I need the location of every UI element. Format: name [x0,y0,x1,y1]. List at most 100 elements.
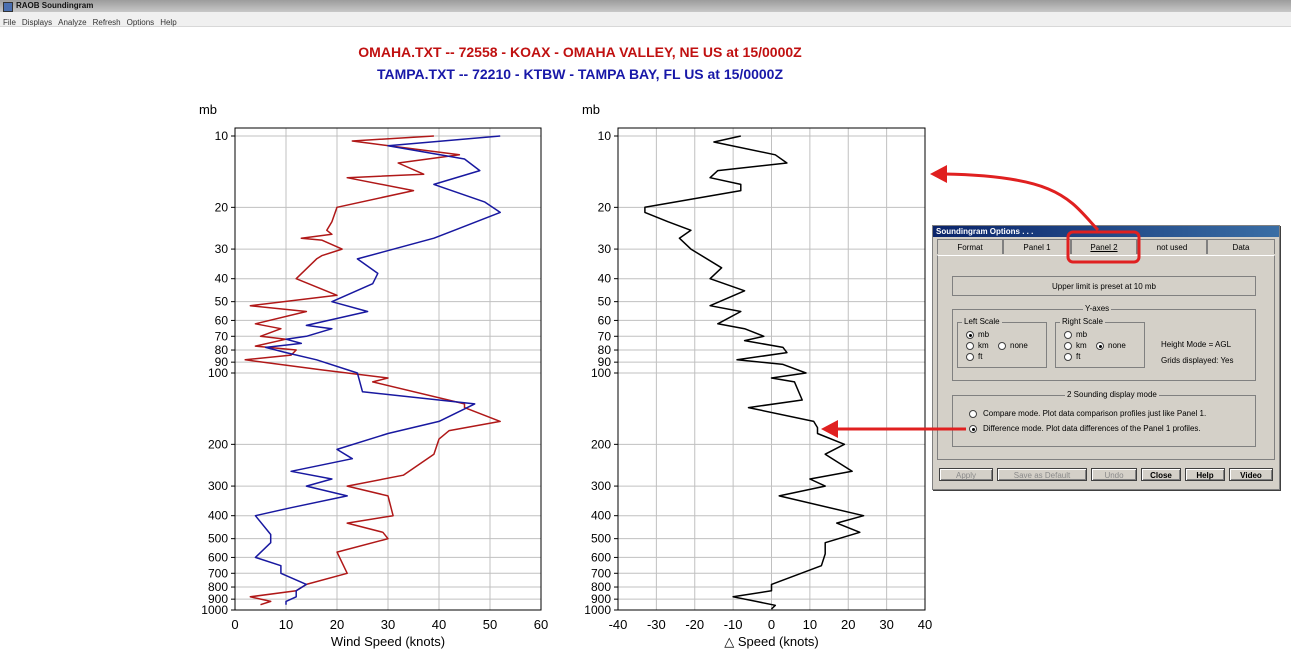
right-scale-group: Right Scale mb km none ft [1055,317,1145,368]
y-axis-label: mb [582,102,600,117]
apply-button[interactable]: Apply [939,468,993,481]
y-tick-label: 600 [591,550,611,564]
x-tick-label: 10 [803,617,817,632]
left-scale-ft-label: ft [978,352,983,361]
y-tick-label: 100 [591,366,611,380]
display-mode-group: 2 Sounding display mode Compare mode. Pl… [952,390,1256,447]
undo-button[interactable]: Undo [1091,468,1137,481]
y-tick-label: 60 [598,313,612,327]
menu-analyze[interactable]: Analyze [58,18,87,27]
y-axes-title: Y-axes [1083,304,1112,313]
y-tick-label: 70 [215,329,229,343]
y-tick-label: 50 [215,295,229,309]
right-scale-ft-label: ft [1076,352,1081,361]
y-tick-label: 400 [591,509,611,523]
menu-displays[interactable]: Displays [21,18,53,27]
y-tick-label: 10 [598,129,612,143]
right-scale-mb-label: mb [1076,330,1088,339]
y-tick-label: 20 [215,200,229,214]
x-axis-label: Wind Speed (knots) [331,634,445,649]
plot-frame [234,127,542,611]
y-tick-label: 400 [208,509,228,523]
help-button[interactable]: Help [1185,468,1225,481]
y-tick-label: 900 [208,592,228,606]
menu-refresh[interactable]: Refresh [92,18,121,27]
x-tick-label: 0 [768,617,775,632]
app-icon [3,2,13,12]
left-scale-ft-radio[interactable] [966,353,974,361]
x-tick-label: 60 [534,617,548,632]
left-scale-km-label: km [978,341,989,350]
y-tick-label: 1000 [201,603,228,617]
soundingram-options-dialog: Soundingram Options . . . Format Panel 1… [932,225,1280,490]
y-tick-label: 800 [208,580,228,594]
x-tick-label: 30 [381,617,395,632]
y-tick-label: 80 [598,343,612,357]
y-tick-label: 40 [598,272,612,286]
tab-panel-2[interactable]: Panel 2 [1071,239,1137,254]
panel-2-tab-content: Upper limit is preset at 10 mb Y-axes Le… [937,255,1275,460]
y-tick-label: 70 [598,329,612,343]
menu-help[interactable]: Help [160,18,177,27]
tab-data[interactable]: Data [1207,239,1275,254]
menu-options[interactable]: Options [126,18,155,27]
y-tick-label: 30 [215,242,229,256]
display-mode-title: 2 Sounding display mode [1065,390,1159,399]
left-scale-none-radio[interactable] [998,342,1006,350]
x-tick-label: -10 [724,617,743,632]
x-tick-label: 20 [841,617,855,632]
left-scale-km-radio[interactable] [966,342,974,350]
window-title: RAOB Soundingram [16,1,94,10]
y-tick-label: 300 [208,479,228,493]
right-scale-km-radio[interactable] [1064,342,1072,350]
y-tick-label: 30 [598,242,612,256]
compare-mode-radio[interactable] [969,410,977,418]
upper-limit-info: Upper limit is preset at 10 mb [952,276,1256,296]
right-scale-none-radio[interactable] [1096,342,1104,350]
left-scale-none-label: none [1010,341,1028,350]
x-tick-label: -20 [685,617,704,632]
tab-format[interactable]: Format [937,239,1003,254]
x-tick-label: 0 [231,617,238,632]
x-tick-label: 20 [330,617,344,632]
right-scale-title: Right Scale [1060,317,1105,326]
series-line-0 [644,135,865,610]
y-axis-label: mb [199,102,217,117]
close-button[interactable]: Close [1141,468,1181,481]
x-tick-label: 40 [918,617,932,632]
difference-mode-label: Difference mode. Plot data differences o… [983,424,1201,433]
video-button[interactable]: Video [1229,468,1273,481]
save-as-default-button[interactable]: Save as Default [997,468,1087,481]
y-tick-label: 20 [598,200,612,214]
tab-panel-1[interactable]: Panel 1 [1003,239,1071,254]
height-mode-text: Height Mode = AGL [1161,340,1232,349]
x-tick-label: 30 [879,617,893,632]
right-scale-mb-radio[interactable] [1064,331,1072,339]
y-tick-label: 50 [598,295,612,309]
y-tick-label: 10 [215,129,229,143]
y-tick-label: 60 [215,313,229,327]
right-scale-km-label: km [1076,341,1087,350]
y-tick-label: 900 [591,592,611,606]
menu-file[interactable]: File [3,18,16,27]
tab-not-used[interactable]: not used [1137,239,1207,254]
x-tick-label: 40 [432,617,446,632]
right-scale-ft-radio[interactable] [1064,353,1072,361]
y-tick-label: 100 [208,366,228,380]
y-tick-label: 90 [215,355,229,369]
right-scale-none-label: none [1108,341,1126,350]
x-axis-label: △ Speed (knots) [724,634,819,649]
difference-mode-radio[interactable] [969,425,977,433]
left-scale-mb-label: mb [978,330,990,339]
series-line-1 [254,135,501,605]
chart-delta-speed: -40 -30 -20 -10 0 10 20 30 401020304050607080901… [582,102,932,649]
x-tick-label: 10 [279,617,293,632]
dialog-tabs: Format Panel 1 Panel 2 not used Data [937,239,1275,255]
y-tick-label: 80 [215,343,229,357]
y-tick-label: 300 [591,479,611,493]
left-scale-mb-radio[interactable] [966,331,974,339]
compare-mode-label: Compare mode. Plot data comparison profi… [983,409,1207,418]
y-axes-group: Y-axes Left Scale mb km none ft Right Sc… [952,304,1256,381]
x-tick-label: 50 [483,617,497,632]
